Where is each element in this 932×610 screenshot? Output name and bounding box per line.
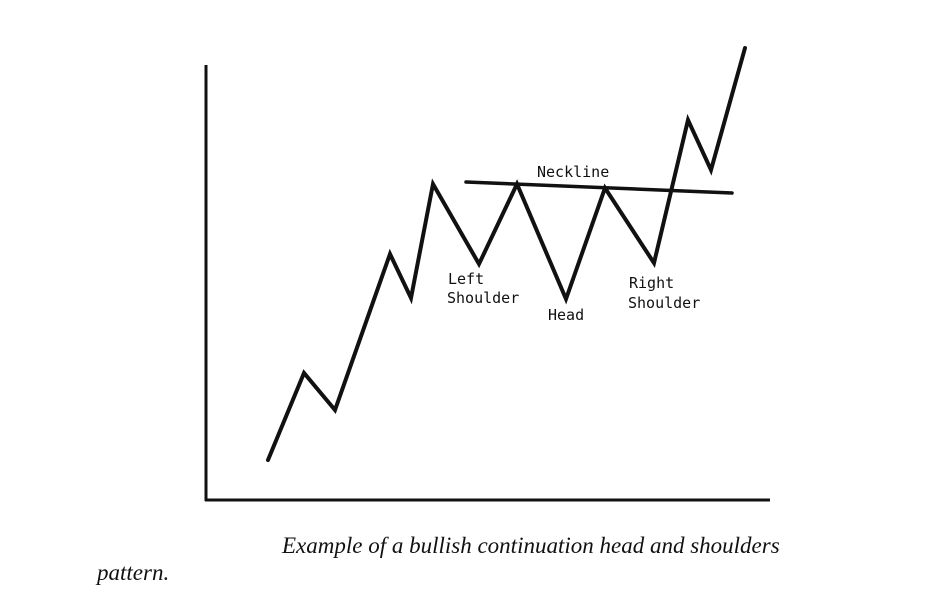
neckline — [464, 180, 734, 195]
head-label: Head — [548, 306, 584, 324]
price-path — [266, 46, 747, 462]
caption-line-1: Example of a bullish continuation head a… — [282, 533, 780, 558]
right-shoulder-label-line1: Right — [629, 274, 674, 292]
left-shoulder-label-line1: Left — [448, 270, 484, 288]
neckline-label: Neckline — [537, 163, 609, 181]
right-shoulder-label-line2: Shoulder — [628, 294, 700, 312]
caption-line-2: pattern. — [97, 560, 170, 585]
left-shoulder-label-line2: Shoulder — [447, 289, 519, 307]
